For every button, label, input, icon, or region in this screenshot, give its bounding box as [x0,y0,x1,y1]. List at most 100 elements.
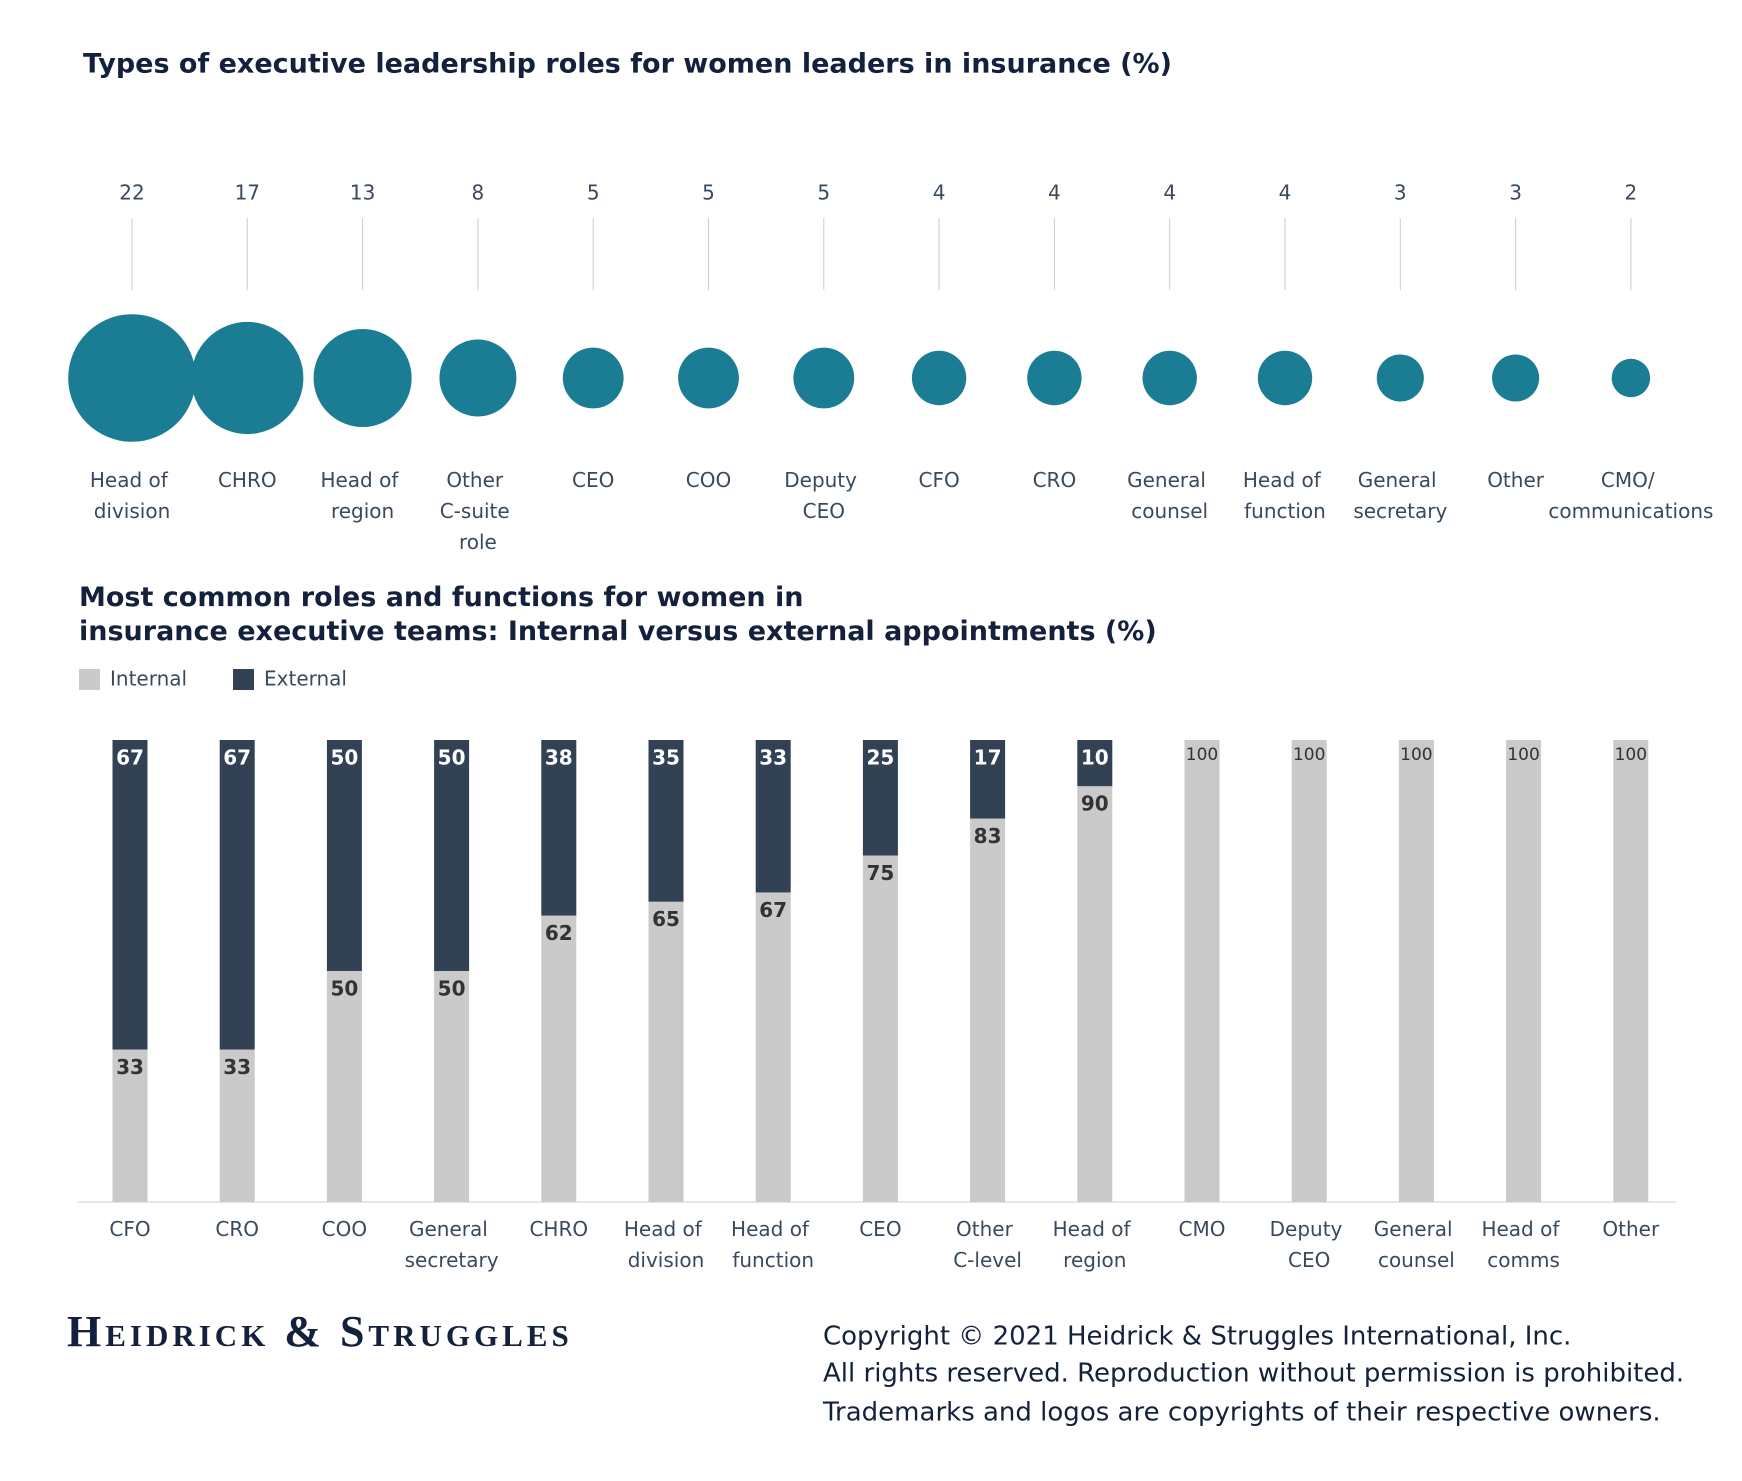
category-label: CEO [859,1217,901,1241]
category-label: CRO [1033,468,1077,492]
bubble [793,347,855,409]
value-label: 5 [817,181,830,205]
value-label: 33 [223,1055,251,1079]
category-label: CHRO [529,1217,588,1241]
category-label: CRO [215,1217,259,1241]
category-label: Deputy CEO [784,468,863,523]
category-label: CFO [918,468,959,492]
category-label: CMO [1179,1217,1226,1241]
bar-segment [1077,740,1113,787]
value-label: 35 [652,746,680,770]
bar-segment [434,971,470,1202]
bar-segment [434,740,470,971]
bar-segment [1398,740,1434,1202]
category-label: COO [686,468,731,492]
value-label: 4 [1163,181,1176,205]
value-label: 22 [119,181,144,205]
value-label: 25 [866,746,894,770]
value-label: 100 [1507,745,1539,765]
category-label: COO [322,1217,367,1241]
bubble [562,347,624,409]
category-label: CFO [109,1217,150,1241]
copyright: Trademarks and logos are copyrights of t… [822,1398,1661,1428]
value-label: 17 [974,746,1002,770]
bubble [678,347,739,409]
value-label: 67 [116,746,144,770]
bar-segment [326,740,362,971]
value-label: 38 [545,746,573,770]
category-label: General counsel [1127,468,1212,523]
value-label: 4 [933,181,946,205]
bar-segment [219,1049,255,1202]
value-label: 17 [235,181,260,205]
bar-segment [648,901,684,1202]
category-label: General secretary [1353,468,1447,523]
legend-label: External [264,667,347,691]
bar-segment [541,740,577,916]
bar-segment [755,740,791,893]
chart-title: Types of executive leadership roles for … [83,49,1172,80]
bubble [313,328,412,428]
bar-segment [112,1049,148,1202]
value-label: 90 [1081,792,1109,816]
value-label: 83 [974,824,1002,848]
bar-segment [648,740,684,902]
value-label: 75 [866,861,894,885]
value-label: 33 [116,1055,144,1079]
value-label: 5 [702,181,715,205]
value-label: 4 [1048,181,1061,205]
value-label: 50 [438,746,466,770]
value-label: 100 [1293,745,1325,765]
value-label: 4 [1279,181,1292,205]
value-label: 67 [759,898,787,922]
chart-title: Most common roles and functions for wome… [79,582,1157,647]
value-label: 62 [545,921,573,945]
value-label: 33 [759,746,787,770]
bar-segment [970,740,1006,819]
category-label: Head of function [1243,468,1327,523]
bubble [1492,354,1540,402]
value-label: 67 [223,746,251,770]
category-label: Head of region [1053,1217,1137,1272]
logo: Heidrick & Struggles [67,1307,573,1356]
category-label: Head of region [320,468,404,523]
value-label: 2 [1625,181,1638,205]
category-label: General secretary [405,1217,499,1272]
value-label: 50 [330,746,358,770]
category-label: Deputy CEO [1270,1217,1349,1272]
value-label: 100 [1186,745,1218,765]
bubble [1257,350,1313,406]
bubble [68,314,196,442]
category-label: Other C-level [953,1217,1022,1272]
bar-segment [970,818,1006,1202]
bar-segment [112,740,148,1050]
bar-segment [1184,740,1220,1202]
bar-segment [326,971,362,1202]
bubble [1027,350,1082,406]
bar-segment [219,740,255,1050]
category-label: CEO [572,468,614,492]
bubble [911,350,967,406]
category-label: Head of division [624,1217,708,1272]
category-label: CHRO [218,468,277,492]
bar-segment [862,855,898,1202]
value-label: 3 [1509,181,1522,205]
bubble [191,321,304,435]
value-label: 8 [472,181,485,205]
legend-swatch [79,669,100,690]
value-label: 3 [1394,181,1407,205]
category-label: Other [1602,1217,1660,1241]
value-label: 50 [438,977,466,1001]
bar-segment [1506,740,1542,1202]
bubble [439,339,517,417]
bar-segment [1077,786,1113,1202]
category-label: CMO/ communications [1548,468,1713,523]
category-label: Head of comms [1481,1217,1565,1272]
value-label: 100 [1615,745,1647,765]
bar-segment [862,740,898,856]
category-label: Other C-suite role [440,468,516,554]
legend-label: Internal [110,667,187,691]
category-label: Head of division [90,468,174,523]
